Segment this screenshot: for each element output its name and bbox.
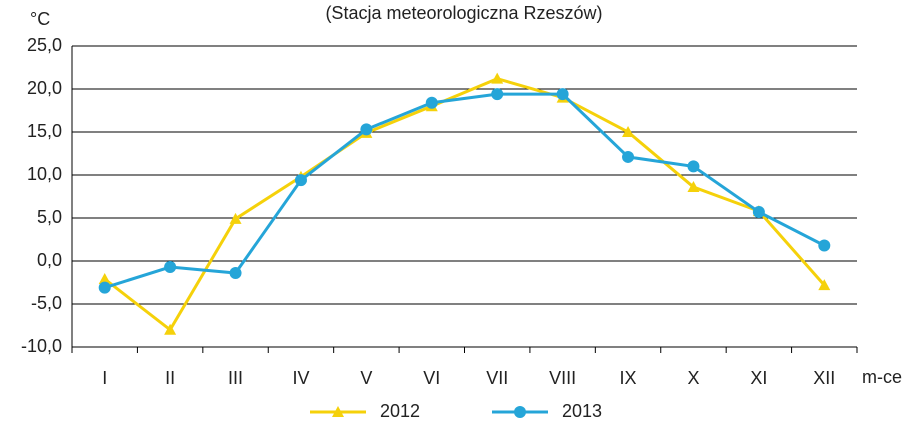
x-axis-label: m-ce [862,367,902,387]
y-tick-label: -5,0 [31,293,62,313]
data-point [818,239,831,252]
x-tick-label: I [102,368,107,388]
y-tick-label: 25,0 [27,35,62,55]
data-point [491,72,504,84]
y-unit: °C [30,9,50,29]
data-point [98,281,111,294]
x-tick-label: II [165,368,175,388]
x-tick-label: VII [486,368,508,388]
x-tick-label: IX [620,368,637,388]
x-tick-label: III [228,368,243,388]
y-tick-label: 20,0 [27,78,62,98]
data-point [98,273,111,285]
data-point [491,88,504,101]
data-point [425,96,438,109]
data-line [104,92,825,290]
data-line [103,77,826,333]
y-tick-label: 10,0 [27,164,62,184]
data-point [818,279,831,291]
data-point [687,181,700,193]
data-point [229,212,242,224]
x-tick-label: VI [423,368,440,388]
data-point [622,150,635,163]
x-tick-label: V [360,368,372,388]
x-tick-label: VIII [549,368,576,388]
legend-marker [332,406,344,417]
x-tick-label: XI [750,368,767,388]
data-point [556,88,569,101]
y-tick-label: 5,0 [37,207,62,227]
data-point [164,323,177,335]
y-tick-label: 15,0 [27,121,62,141]
data-point [360,123,373,136]
data-point [687,160,700,173]
y-tick-label: -10,0 [21,336,62,356]
legend-marker [514,406,526,418]
legend-label: 2013 [562,401,602,421]
data-point [622,126,635,137]
data-point [229,267,242,280]
x-tick-label: X [687,368,699,388]
chart-title: (Stacja meteorologiczna Rzeszów) [325,3,602,23]
data-point [294,174,307,187]
legend-label: 2012 [380,401,420,421]
y-tick-label: 0,0 [37,250,62,270]
data-point [752,205,765,218]
x-tick-label: IV [292,368,309,388]
x-tick-label: XII [813,368,835,388]
data-point [164,261,177,274]
